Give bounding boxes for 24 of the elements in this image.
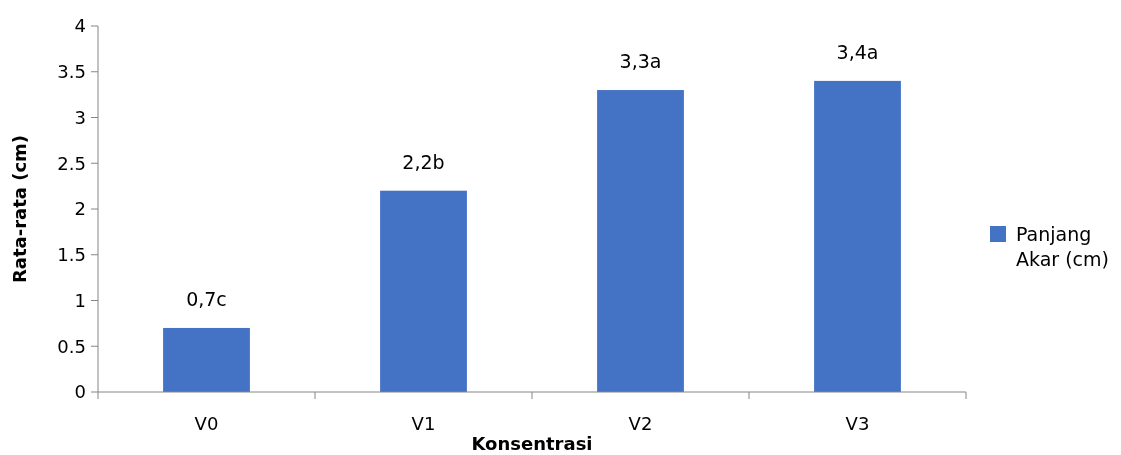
y-tick-label: 4 — [74, 15, 86, 37]
x-tick-label: V0 — [194, 413, 219, 434]
y-tick-label: 2 — [74, 198, 86, 220]
y-tick-label: 2.5 — [57, 152, 86, 174]
bar — [597, 90, 684, 392]
y-tick-label: 3.5 — [57, 61, 86, 83]
data-label: 3,4a — [836, 40, 879, 63]
legend-label: Panjang Akar (cm) — [1016, 223, 1109, 270]
data-label: 2,2b — [402, 150, 445, 173]
data-label: 0,7c — [186, 287, 227, 310]
y-tick-label: 1 — [74, 289, 86, 311]
y-tick-label: 0 — [74, 381, 86, 403]
x-tick-label: V2 — [628, 413, 653, 434]
y-tick-label: 3 — [74, 106, 86, 128]
y-tick-label: 0.5 — [57, 335, 86, 357]
bar — [380, 190, 467, 392]
y-tick-label: 1.5 — [57, 244, 86, 266]
x-tick-label: V1 — [411, 413, 436, 434]
bar — [163, 327, 250, 392]
y-axis-title: Rata-rata (cm) — [9, 134, 30, 284]
x-axis-title: Konsentrasi — [471, 433, 593, 454]
bar — [814, 80, 901, 392]
data-label: 3,3a — [619, 50, 662, 73]
x-tick-label: V3 — [845, 413, 870, 434]
